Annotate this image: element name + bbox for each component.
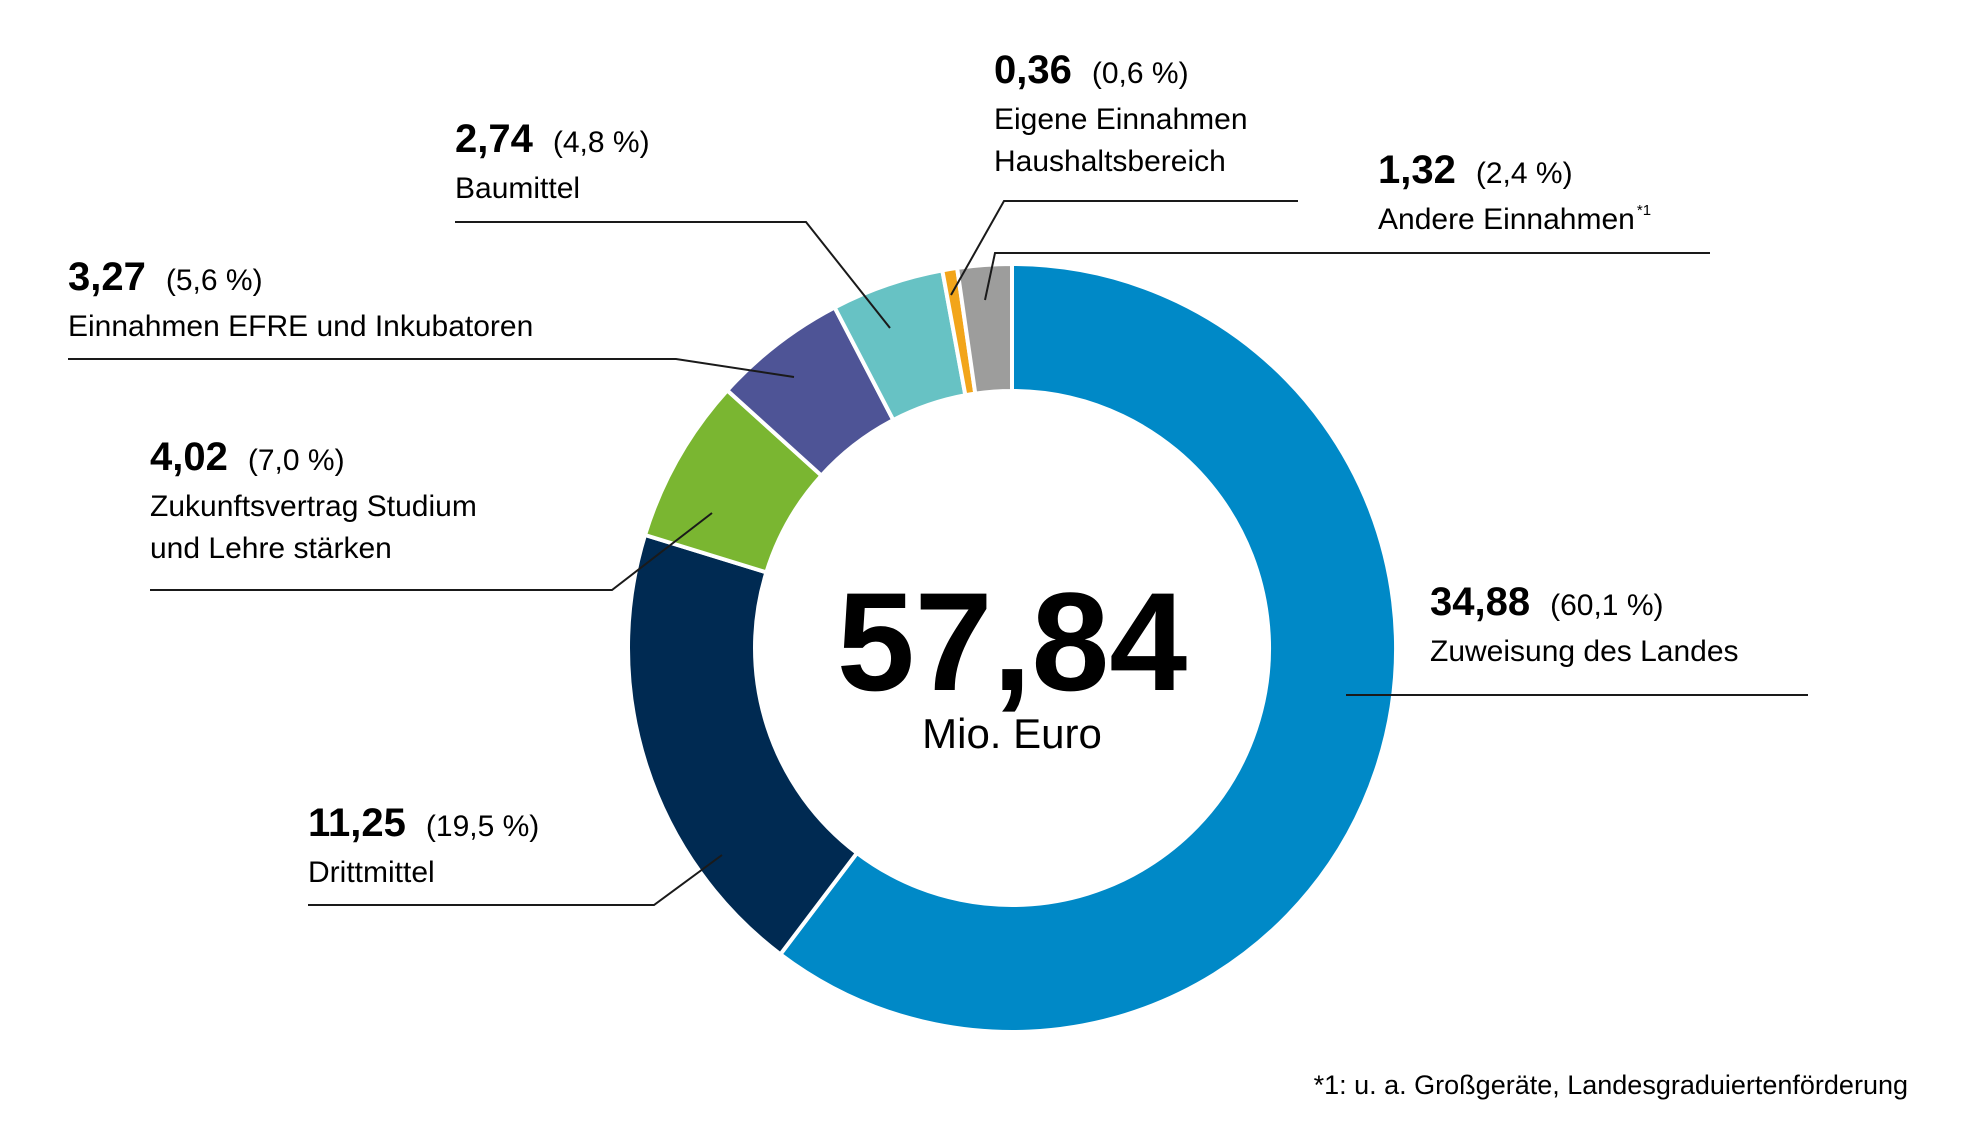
label-value-eigene: 0,36 (0,6 %) (994, 48, 1189, 92)
name-zuweisung: Zuweisung des Landes (1430, 635, 1739, 668)
value-andere: 1,32 (1378, 148, 1456, 192)
value-drittmittel: 11,25 (308, 801, 406, 845)
value-zukunftsvertrag: 4,02 (150, 435, 228, 479)
name-baumittel: Baumittel (455, 172, 580, 205)
value-eigene: 0,36 (994, 48, 1072, 92)
name-andere: Andere Einnahmen *1 (1378, 202, 1651, 236)
label-value-baumittel: 2,74 (4,8 %) (455, 117, 650, 161)
leader-andere (984, 252, 1710, 301)
value-zuweisung: 34,88 (1430, 580, 1530, 624)
label-value-zuweisung: 34,88 (60,1 %) (1430, 580, 1664, 624)
leader-efre (68, 358, 795, 378)
slice-andere (954, 261, 1014, 396)
slice-zuweisung (777, 261, 1398, 1034)
name-zukunftsvertrag: Zukunftsvertrag Studium (150, 490, 477, 523)
leader-drittmittel (308, 854, 723, 906)
name-drittmittel: Drittmittel (308, 856, 435, 889)
center-total: 57,84 (837, 563, 1187, 720)
slice-drittmittel (626, 532, 860, 958)
footnote: *1: u. a. Großgeräte, Landesgraduiertenf… (1314, 1070, 1908, 1100)
leader-zukunftsvertrag (150, 512, 713, 591)
name-efre: Einnahmen EFRE und Inkubatoren (68, 310, 533, 343)
percent-andere: (2,4 %) (1476, 157, 1573, 190)
label-value-efre: 3,27 (5,6 %) (68, 255, 263, 299)
percent-efre: (5,6 %) (166, 264, 263, 297)
leader-baumittel (455, 221, 891, 329)
name-eigene: Eigene Einnahmen (994, 103, 1248, 136)
percent-zukunftsvertrag: (7,0 %) (248, 444, 345, 477)
footnote-marker-andere: *1 (1637, 202, 1651, 219)
percent-baumittel: (4,8 %) (553, 126, 650, 159)
value-baumittel: 2,74 (455, 117, 534, 161)
percent-zuweisung: (60,1 %) (1550, 589, 1663, 622)
label-value-drittmittel: 11,25 (19,5 %) (308, 801, 539, 845)
center-unit: Mio. Euro (922, 710, 1102, 757)
leader-eigene (950, 200, 1298, 296)
label-value-andere: 1,32 (2,4 %) (1378, 148, 1573, 192)
leader-lines (68, 200, 1808, 906)
value-efre: 3,27 (68, 255, 146, 299)
donut-slices (626, 261, 1398, 1034)
segment-labels: 34,88 (60,1 %) Zuweisung des Landes 11,25 (1… (68, 48, 1739, 889)
name-eigene-2: Haushaltsbereich (994, 145, 1226, 178)
name-zukunftsvertrag-2: und Lehre stärken (150, 532, 392, 565)
percent-eigene: (0,6 %) (1092, 57, 1189, 90)
percent-drittmittel: (19,5 %) (426, 810, 539, 843)
label-value-zukunftsvertrag: 4,02 (7,0 %) (150, 435, 345, 479)
